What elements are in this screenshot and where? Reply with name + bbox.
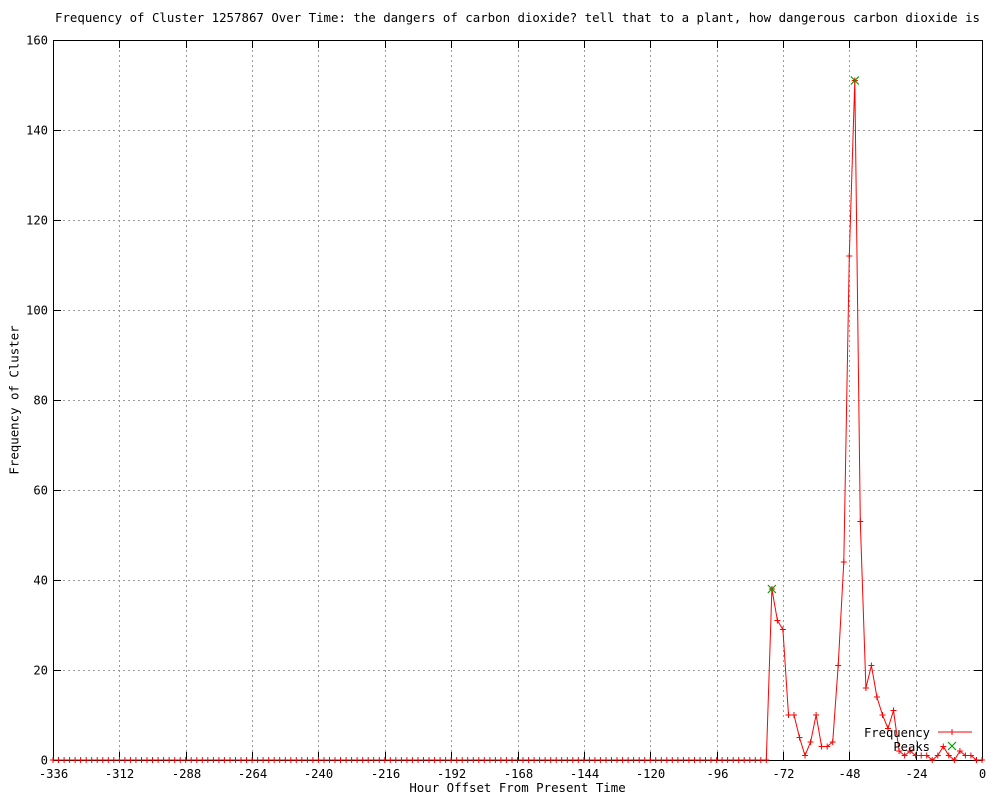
frequency-line [53,80,982,761]
peak-markers [767,76,860,594]
x-tick-label: 0 [979,767,986,781]
y-tick-label: 120 [26,214,48,228]
x-tick-label: -312 [105,767,134,781]
x-tick-label: -264 [238,767,267,781]
x-tick-label: -288 [172,767,201,781]
x-tick-label: -168 [504,767,533,781]
x-tick-label: -120 [636,767,665,781]
x-tick-label: -72 [772,767,794,781]
y-tick-label: 140 [26,124,48,138]
x-tick-label: -48 [838,767,860,781]
chart-title: Frequency of Cluster 1257867 Over Time: … [54,10,980,25]
y-tick-label: 160 [26,34,48,48]
x-tick-label: -336 [39,767,68,781]
legend-frequency-marker-sample [949,729,955,735]
y-tick-label: 0 [41,754,48,768]
x-tick-label: -144 [570,767,599,781]
x-tick-label: -240 [304,767,333,781]
legend-frequency-label: Frequency [864,726,930,740]
y-tick-label: 60 [33,484,48,498]
frequency-point-markers [50,77,985,763]
y-tick-label: 40 [33,574,48,588]
x-tick-label: -216 [371,767,400,781]
x-tick-label: -96 [706,767,728,781]
x-tick-label: -192 [437,767,466,781]
y-tick-label: 80 [33,394,48,408]
legend-peaks-marker-sample [947,741,957,751]
y-tick-label: 20 [33,664,48,678]
x-axis-label: Hour Offset From Present Time [409,780,626,795]
x-tick-label: -24 [905,767,927,781]
legend-peaks-label: Peaks [893,740,930,754]
y-tick-label: 100 [26,304,48,318]
y-axis-label: Frequency of Cluster [6,325,22,475]
